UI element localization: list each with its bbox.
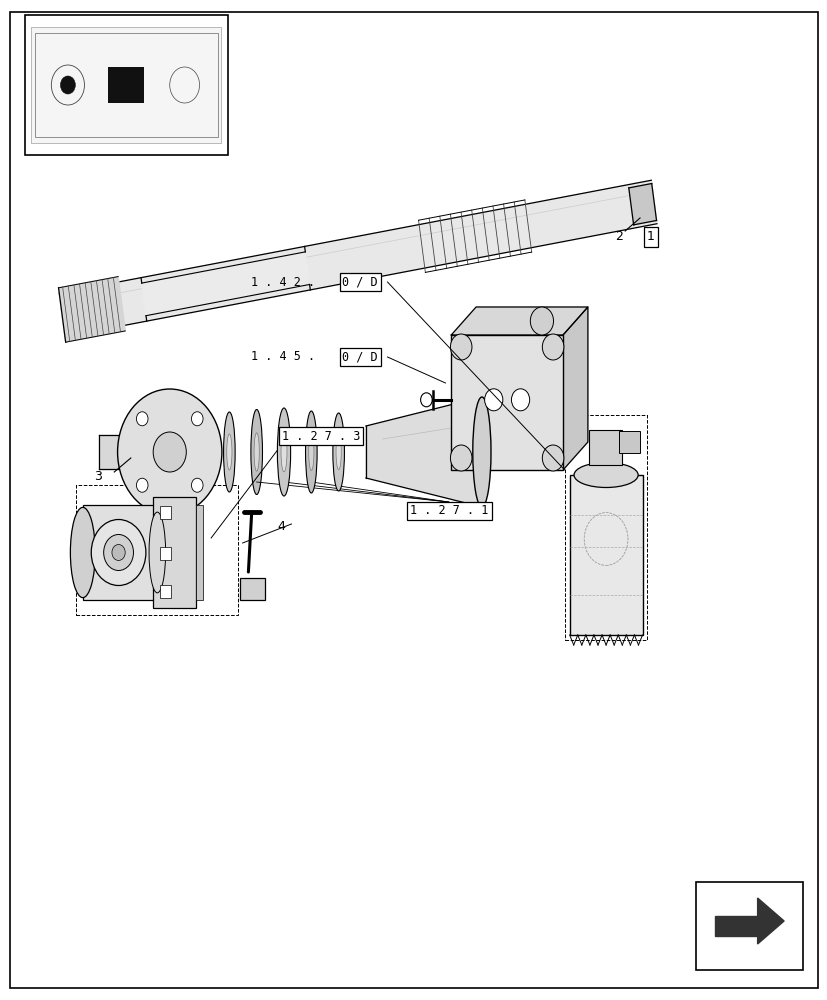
Circle shape bbox=[530, 307, 553, 335]
Text: 3: 3 bbox=[93, 470, 102, 483]
Bar bbox=[35, 33, 218, 137]
Ellipse shape bbox=[251, 410, 262, 494]
Polygon shape bbox=[59, 277, 125, 342]
Polygon shape bbox=[714, 916, 757, 936]
Text: 1 . 2 7 . 1: 1 . 2 7 . 1 bbox=[410, 504, 488, 518]
Text: 1 . 4 5 .: 1 . 4 5 . bbox=[251, 351, 315, 363]
Ellipse shape bbox=[305, 411, 317, 493]
Circle shape bbox=[153, 432, 186, 472]
Circle shape bbox=[91, 520, 146, 585]
Circle shape bbox=[112, 544, 125, 560]
Circle shape bbox=[191, 412, 203, 426]
Text: 2: 2 bbox=[614, 231, 623, 243]
Ellipse shape bbox=[70, 507, 95, 598]
Polygon shape bbox=[99, 435, 170, 469]
Polygon shape bbox=[60, 180, 656, 337]
Circle shape bbox=[136, 412, 148, 426]
Ellipse shape bbox=[149, 512, 165, 593]
Bar bbox=[160, 585, 170, 598]
Circle shape bbox=[511, 389, 529, 411]
Ellipse shape bbox=[277, 408, 290, 496]
Polygon shape bbox=[757, 898, 783, 944]
Bar bbox=[153, 497, 196, 608]
Bar bbox=[240, 578, 265, 600]
Bar bbox=[196, 505, 203, 600]
Circle shape bbox=[542, 445, 563, 471]
Circle shape bbox=[450, 334, 471, 360]
Bar bbox=[619, 431, 638, 453]
Bar bbox=[564, 415, 647, 640]
Bar bbox=[83, 505, 157, 600]
Bar bbox=[589, 430, 621, 465]
Text: 1: 1 bbox=[646, 231, 654, 243]
Ellipse shape bbox=[332, 413, 344, 491]
Text: 0 / D: 0 / D bbox=[342, 275, 378, 288]
Ellipse shape bbox=[254, 433, 259, 471]
Text: 1 . 4 2 .: 1 . 4 2 . bbox=[251, 275, 315, 288]
Circle shape bbox=[191, 478, 203, 492]
Circle shape bbox=[484, 389, 502, 411]
Circle shape bbox=[542, 334, 563, 360]
Ellipse shape bbox=[336, 434, 341, 470]
Text: 1 . 2 7 . 3: 1 . 2 7 . 3 bbox=[282, 430, 360, 442]
Polygon shape bbox=[562, 307, 587, 470]
Bar bbox=[160, 546, 170, 560]
Bar bbox=[108, 67, 144, 103]
Text: 4: 4 bbox=[277, 520, 285, 534]
Bar bbox=[160, 506, 170, 519]
Bar bbox=[451, 335, 562, 470]
Bar bbox=[569, 475, 642, 635]
Ellipse shape bbox=[280, 432, 287, 472]
Polygon shape bbox=[366, 397, 481, 507]
Polygon shape bbox=[141, 252, 309, 316]
Polygon shape bbox=[628, 184, 656, 225]
Circle shape bbox=[60, 76, 75, 94]
Circle shape bbox=[117, 389, 222, 515]
Text: 0 / D: 0 / D bbox=[342, 351, 378, 363]
Bar bbox=[25, 15, 227, 155]
Bar bbox=[31, 27, 221, 143]
Ellipse shape bbox=[223, 412, 235, 492]
Ellipse shape bbox=[227, 434, 232, 470]
Circle shape bbox=[136, 478, 148, 492]
Bar bbox=[695, 882, 802, 970]
Polygon shape bbox=[451, 307, 587, 335]
Ellipse shape bbox=[472, 397, 490, 507]
Ellipse shape bbox=[308, 434, 313, 470]
Ellipse shape bbox=[573, 462, 638, 488]
Circle shape bbox=[450, 445, 471, 471]
Bar bbox=[76, 485, 237, 615]
Circle shape bbox=[103, 534, 133, 570]
